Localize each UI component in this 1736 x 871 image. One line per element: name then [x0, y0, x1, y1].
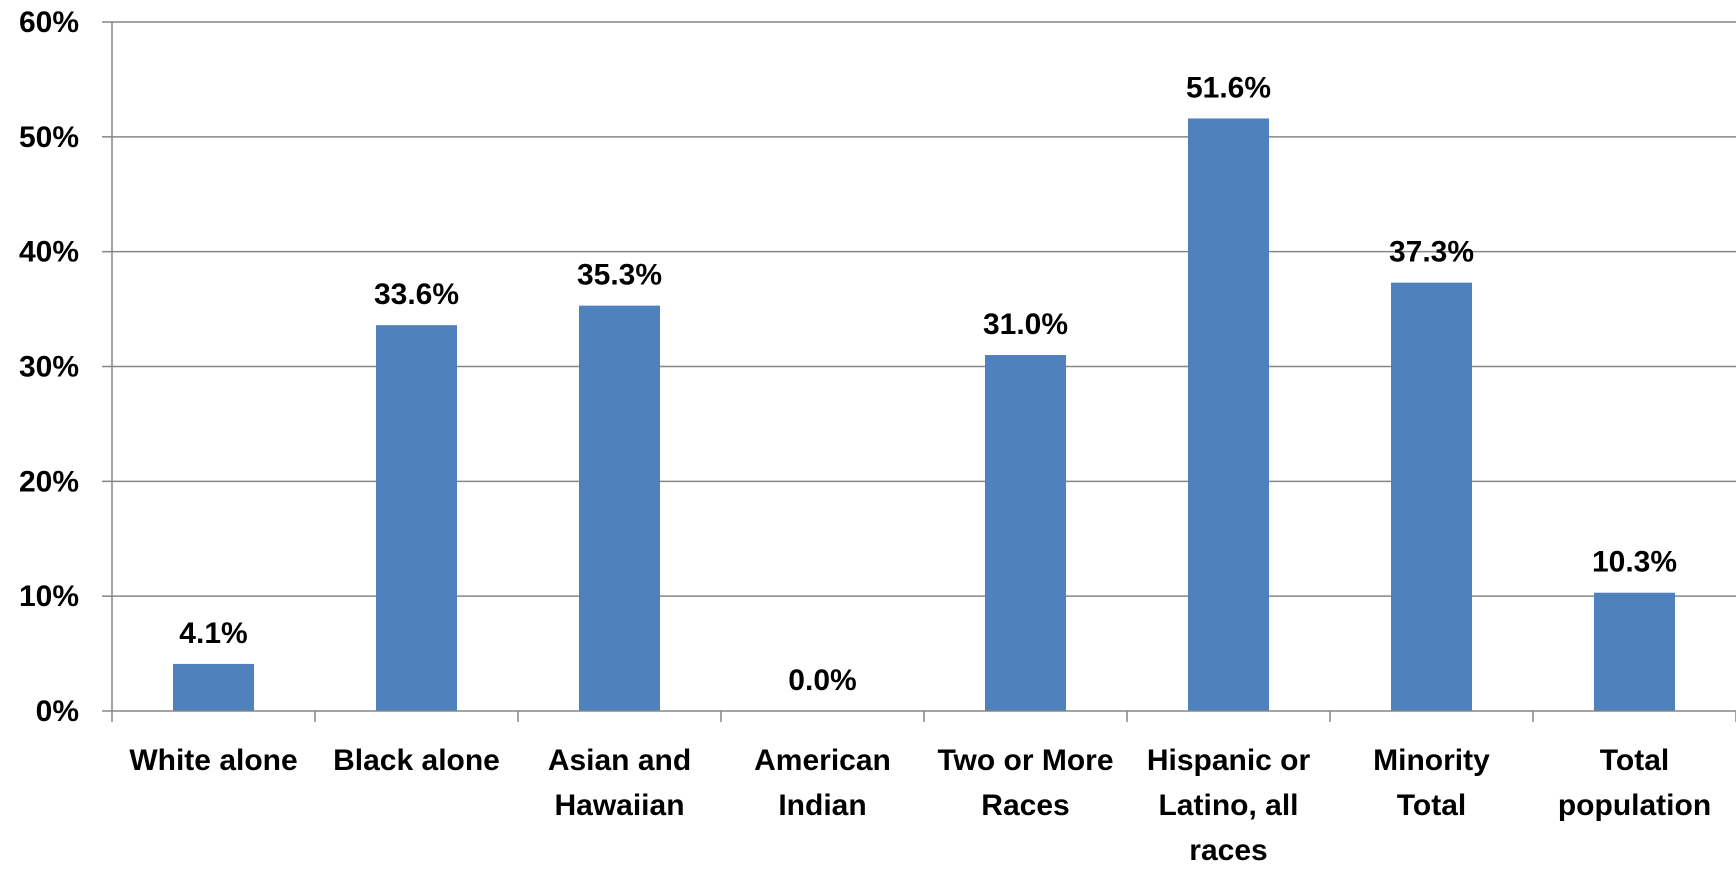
x-tick-label: Two or More: [937, 744, 1113, 777]
x-tick-label: Asian and: [548, 744, 691, 777]
data-labels: 4.1% 33.6% 35.3% 0.0% 31.0% 51.6% 37.3% 10.3%: [179, 71, 1677, 697]
x-tick-label: Black alone: [333, 744, 500, 777]
x-tick-label: Indian: [778, 789, 866, 822]
bar: [1188, 118, 1269, 711]
data-label: 0.0%: [788, 664, 856, 697]
data-label: 4.1%: [179, 617, 247, 650]
x-tick-label: Total: [1600, 744, 1669, 777]
bar: [1594, 592, 1675, 711]
x-tick-label: Total: [1397, 789, 1466, 822]
y-tick-label: 50%: [19, 121, 79, 154]
x-tick-labels: White alone Black alone Asian and Hawaiian A…: [129, 744, 1711, 867]
x-tick-label: Hispanic or: [1147, 744, 1311, 777]
data-label: 35.3%: [577, 259, 662, 292]
y-tick-label: 10%: [19, 580, 79, 613]
axes: [102, 21, 1736, 722]
x-tick-label: Latino, all: [1158, 789, 1298, 822]
bar: [173, 663, 254, 711]
bar: [985, 355, 1066, 711]
data-label: 37.3%: [1389, 236, 1474, 269]
x-tick-label: American: [754, 744, 891, 777]
x-tick-label: races: [1189, 834, 1267, 866]
x-tick-label: Races: [981, 789, 1069, 822]
y-tick-label: 40%: [19, 236, 79, 269]
bars: [173, 118, 1675, 711]
data-label: 31.0%: [983, 308, 1068, 341]
y-tick-label: 30%: [19, 351, 79, 384]
x-tick-label: White alone: [129, 744, 297, 777]
data-label: 10.3%: [1592, 546, 1677, 579]
bar: [579, 305, 660, 711]
data-label: 51.6%: [1186, 71, 1271, 104]
y-tick-label: 60%: [19, 6, 79, 39]
x-tick-label: Minority: [1373, 744, 1490, 777]
y-tick-label: 0%: [36, 695, 79, 728]
bar: [376, 325, 457, 711]
x-tick-label: Hawaiian: [554, 789, 684, 822]
x-tick-label: population: [1558, 789, 1711, 822]
data-label: 33.6%: [374, 278, 459, 311]
bar: [1391, 282, 1472, 711]
y-tick-labels: 0% 10% 20% 30% 40% 50% 60%: [19, 6, 79, 728]
y-tick-label: 20%: [19, 465, 79, 498]
gridlines: [112, 21, 1736, 597]
